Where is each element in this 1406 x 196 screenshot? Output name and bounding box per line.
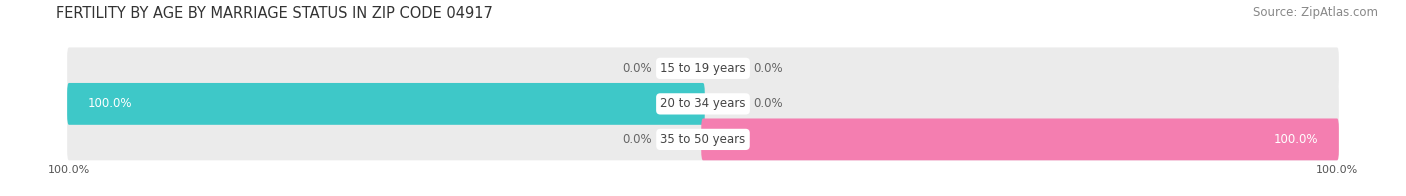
Text: 35 to 50 years: 35 to 50 years — [661, 133, 745, 146]
Text: 0.0%: 0.0% — [754, 62, 783, 75]
Text: FERTILITY BY AGE BY MARRIAGE STATUS IN ZIP CODE 04917: FERTILITY BY AGE BY MARRIAGE STATUS IN Z… — [56, 6, 494, 21]
Text: 15 to 19 years: 15 to 19 years — [661, 62, 745, 75]
Text: 20 to 34 years: 20 to 34 years — [661, 97, 745, 110]
Text: 0.0%: 0.0% — [623, 62, 652, 75]
FancyBboxPatch shape — [67, 83, 704, 125]
FancyBboxPatch shape — [702, 118, 1339, 160]
FancyBboxPatch shape — [67, 83, 1339, 125]
Text: 100.0%: 100.0% — [1274, 133, 1317, 146]
Text: 100.0%: 100.0% — [89, 97, 132, 110]
Text: 0.0%: 0.0% — [623, 133, 652, 146]
Text: Source: ZipAtlas.com: Source: ZipAtlas.com — [1253, 6, 1378, 19]
FancyBboxPatch shape — [67, 118, 1339, 160]
FancyBboxPatch shape — [67, 47, 1339, 89]
Text: 0.0%: 0.0% — [754, 97, 783, 110]
